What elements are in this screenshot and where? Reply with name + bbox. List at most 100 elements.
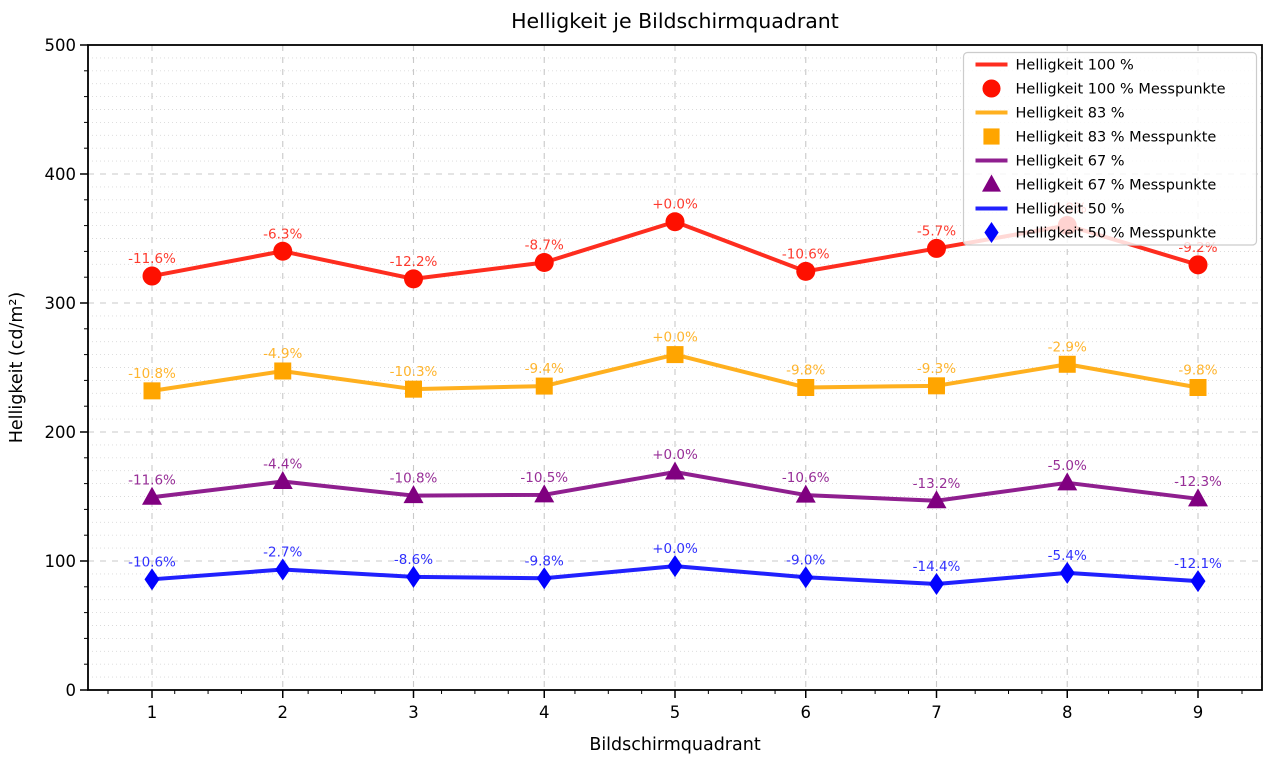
x-tick-label: 6	[801, 703, 812, 722]
legend: Helligkeit 100 % Helligkeit 100 % Messpun…	[962, 51, 1258, 246]
circle-marker	[665, 212, 685, 232]
legend-label: Helligkeit 83 % Messpunkte	[1016, 130, 1217, 146]
circle-marker	[927, 238, 946, 258]
x-tick-label: 2	[278, 703, 289, 722]
point-label: -11.6%	[128, 251, 176, 267]
point-label: +0.0%	[652, 447, 698, 463]
point-label: -10.6%	[782, 246, 830, 262]
point-label: -9.8%	[525, 553, 564, 569]
chart-title: Helligkeit je Bildschirmquadrant	[511, 9, 839, 33]
triangle-marker	[926, 490, 947, 509]
point-label: -5.4%	[1048, 548, 1087, 564]
square-marker	[666, 346, 684, 364]
point-label: -10.6%	[782, 470, 830, 486]
point-label: -8.7%	[525, 237, 564, 253]
point-label: -10.3%	[390, 364, 438, 380]
x-tick-label: 7	[931, 703, 942, 722]
triangle-marker	[982, 174, 1001, 192]
diamond-marker	[929, 572, 944, 595]
square-marker	[1058, 355, 1076, 373]
circle-marker	[273, 241, 293, 261]
square-marker	[1189, 378, 1207, 396]
square-marker	[405, 380, 422, 398]
diamond-marker	[1190, 570, 1206, 593]
circle-marker	[142, 266, 162, 286]
legend-label: Helligkeit 67 %	[1016, 154, 1125, 170]
point-label: -9.4%	[525, 361, 564, 377]
point-label: -10.5%	[520, 470, 568, 486]
diamond-marker	[536, 567, 552, 590]
point-label: -4.9%	[263, 346, 302, 362]
triangle-marker	[534, 484, 555, 503]
point-label: -9.0%	[786, 552, 825, 568]
point-label: -2.7%	[263, 545, 302, 561]
axes-ticks: 0 100 200 300 400 500 1 2 3 4 5 6 7 8 9	[45, 36, 1243, 722]
point-label: -14.4%	[913, 559, 961, 575]
point-label: -10.6%	[128, 554, 176, 570]
legend-label: Helligkeit 50 %	[1016, 202, 1125, 218]
legend-label: Helligkeit 100 %	[1016, 58, 1134, 74]
point-label: -6.3%	[263, 226, 302, 242]
point-label: +0.0%	[652, 330, 698, 346]
square-marker	[928, 377, 945, 395]
y-tick-label: 100	[45, 552, 77, 571]
circle-marker	[982, 79, 1001, 98]
point-label: -12.3%	[1174, 474, 1222, 490]
circle-marker	[1188, 255, 1208, 275]
diamond-marker	[667, 555, 683, 578]
point-label: -8.6%	[394, 552, 433, 568]
y-tick-label: 0	[66, 681, 77, 700]
x-axis-title: Bildschirmquadrant	[589, 735, 761, 755]
diamond-marker	[406, 565, 421, 588]
point-label: -10.8%	[390, 471, 438, 487]
square-marker	[274, 362, 292, 380]
diamond-marker	[1059, 561, 1075, 584]
y-tick-label: 500	[45, 36, 77, 55]
triangle-marker	[272, 471, 293, 490]
x-tick-label: 3	[408, 703, 419, 722]
point-label: -4.4%	[263, 457, 302, 473]
x-tick-label: 1	[147, 703, 158, 722]
diamond-marker	[275, 558, 291, 581]
point-label: +0.0%	[652, 541, 698, 557]
point-label: -9.8%	[786, 362, 825, 378]
x-tick-label: 8	[1062, 703, 1073, 722]
legend-label: Helligkeit 100 % Messpunkte	[1016, 82, 1226, 98]
diamond-marker	[798, 566, 814, 589]
point-label: -12.2%	[390, 254, 438, 270]
square-marker	[535, 377, 553, 395]
point-label: -12.1%	[1174, 556, 1222, 572]
point-label: -11.6%	[128, 472, 176, 488]
circle-marker	[404, 269, 423, 289]
legend-label: Helligkeit 67 % Messpunkte	[1016, 178, 1217, 194]
point-label: -2.9%	[1048, 339, 1087, 355]
square-marker	[983, 128, 1000, 145]
point-label: -13.2%	[913, 476, 961, 492]
point-label: +0.0%	[652, 197, 698, 213]
circle-marker	[796, 261, 816, 281]
diamond-marker	[144, 568, 160, 591]
triangle-marker	[1188, 488, 1208, 507]
triangle-marker	[1057, 472, 1078, 491]
circle-marker	[534, 252, 554, 272]
y-axis-title: Helligkeit (cd/m²)	[7, 292, 27, 444]
triangle-marker	[403, 485, 424, 504]
square-marker	[143, 382, 161, 400]
point-label: -10.8%	[128, 366, 176, 382]
point-label: -9.3%	[917, 361, 956, 377]
triangle-marker	[665, 461, 685, 480]
legend-label: Helligkeit 83 %	[1016, 106, 1125, 122]
x-tick-label: 5	[670, 703, 681, 722]
legend-label: Helligkeit 50 % Messpunkte	[1016, 226, 1217, 242]
y-tick-label: 300	[45, 294, 77, 313]
y-tick-label: 400	[45, 165, 77, 184]
legend-box	[962, 51, 1258, 246]
point-label: -9.8%	[1178, 362, 1217, 378]
y-tick-label: 200	[45, 423, 77, 442]
x-tick-label: 4	[539, 703, 550, 722]
x-tick-label: 9	[1193, 703, 1204, 722]
diamond-marker	[984, 222, 999, 243]
point-label: -5.7%	[917, 223, 956, 239]
